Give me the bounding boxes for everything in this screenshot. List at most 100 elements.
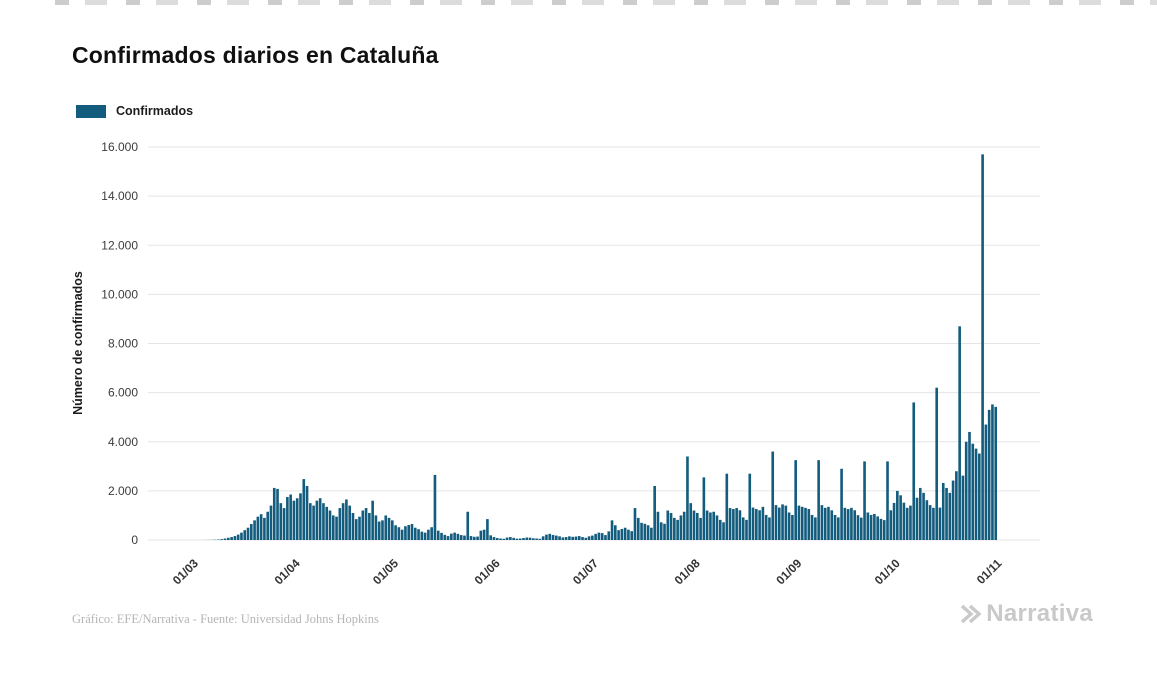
bar [646,525,650,540]
bar [236,534,240,540]
narrativa-logo: Narrativa [959,600,1093,628]
bar [705,510,709,540]
bar [912,402,916,540]
bar [436,530,440,540]
bar [361,510,365,540]
bar [695,512,699,540]
bar [643,523,647,540]
bar [879,518,883,540]
bar [577,536,581,540]
bar [876,516,879,540]
bar [482,529,486,540]
bar [492,537,496,540]
bar [978,453,981,540]
bar [702,477,706,540]
bar [856,515,860,540]
bar [758,510,761,540]
bar [896,490,899,541]
bar [827,506,830,540]
bar [666,510,670,540]
bar [505,537,509,540]
bar [909,505,912,540]
bar [509,537,512,540]
bar [443,534,447,540]
bar [450,533,453,540]
bar [358,516,361,540]
bar [732,509,735,540]
bar [686,456,689,540]
bar [987,409,991,540]
bar [600,533,604,540]
bar [423,532,427,540]
bar [243,530,247,540]
bar [932,507,935,540]
bar [397,527,401,540]
bar [833,514,837,540]
y-tick-label: 16.000 [101,140,138,154]
bar [751,507,755,540]
bar [853,510,857,540]
bar [522,538,525,540]
bar [873,513,876,540]
bar [459,535,463,540]
bar [597,532,601,540]
bar [400,529,404,540]
bar [961,475,965,540]
bar [269,505,273,540]
bar [282,508,286,540]
bar [591,535,594,540]
bar [486,519,489,540]
bar [938,507,942,540]
bar [820,505,824,540]
bar [902,502,906,541]
bar [440,532,443,540]
bar [636,517,640,540]
bar [794,460,797,540]
bar [709,512,712,540]
bar [256,516,260,540]
bar [712,511,716,540]
bar [427,529,430,540]
bar [761,506,765,540]
bar [810,514,814,540]
y-tick-label: 6.000 [108,386,138,400]
bar [286,497,289,540]
x-tick-label: 01/03 [170,556,201,587]
bar [679,515,683,540]
chart-credit: Gráfico: EFE/Narrativa - Fuente: Univers… [72,612,379,626]
bar [846,509,850,540]
legend-label: Confirmados [116,104,194,118]
bar [276,488,279,540]
bar [220,539,224,540]
y-tick-label: 14.000 [101,189,138,203]
bar [974,448,978,540]
bar [548,533,552,540]
bar [718,519,722,540]
bar [581,537,584,540]
bar [755,509,758,540]
bar [915,497,919,540]
bar [771,451,775,540]
bar [469,536,473,540]
bar [899,495,902,540]
bar [587,536,591,540]
bar [302,479,306,540]
bar [859,517,863,540]
bar [689,503,693,540]
bar [863,461,866,540]
bar [259,514,263,540]
bar [512,537,515,540]
bar [541,536,545,540]
bar [886,461,889,540]
bar [968,431,971,541]
legend: Confirmados [76,104,193,118]
x-tick-label: 01/11 [974,556,1005,587]
bar [499,538,502,540]
bar [623,527,627,540]
bar [784,505,788,540]
bar [607,531,611,540]
bar [551,534,555,540]
bar [292,500,296,540]
bar [823,507,827,540]
